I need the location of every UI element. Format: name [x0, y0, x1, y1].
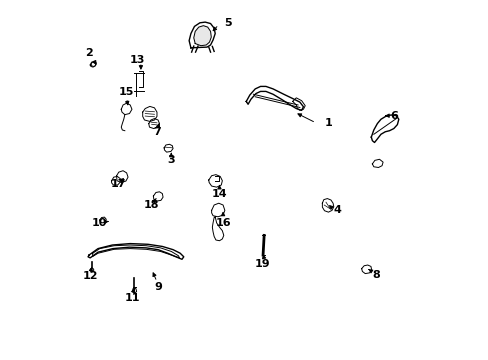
Text: 12: 12 — [82, 271, 98, 282]
Text: 13: 13 — [129, 55, 145, 65]
Text: 19: 19 — [254, 259, 270, 269]
Polygon shape — [116, 171, 128, 183]
Text: 2: 2 — [85, 48, 93, 58]
Polygon shape — [164, 144, 173, 152]
Text: 9: 9 — [155, 282, 163, 292]
Polygon shape — [121, 103, 132, 114]
Text: 5: 5 — [224, 18, 232, 28]
Polygon shape — [88, 244, 183, 259]
Polygon shape — [193, 26, 211, 46]
Polygon shape — [148, 118, 159, 129]
Polygon shape — [361, 265, 371, 274]
Text: 3: 3 — [167, 156, 175, 165]
Text: 15: 15 — [118, 87, 133, 98]
Circle shape — [90, 268, 94, 272]
Text: 10: 10 — [92, 218, 107, 228]
Polygon shape — [246, 86, 303, 111]
Polygon shape — [111, 176, 120, 185]
Circle shape — [91, 62, 95, 66]
Text: 11: 11 — [124, 293, 140, 303]
Polygon shape — [372, 159, 382, 167]
Polygon shape — [153, 192, 163, 201]
Polygon shape — [292, 98, 305, 111]
Text: 7: 7 — [153, 127, 161, 137]
Polygon shape — [132, 289, 136, 294]
Polygon shape — [208, 175, 222, 187]
Text: 1: 1 — [324, 118, 332, 128]
Text: 4: 4 — [333, 205, 341, 215]
Text: 8: 8 — [372, 270, 380, 280]
Polygon shape — [90, 62, 96, 67]
Polygon shape — [212, 217, 224, 241]
Text: 14: 14 — [211, 189, 227, 199]
Text: 18: 18 — [143, 200, 159, 210]
Text: 17: 17 — [111, 179, 126, 189]
Text: 16: 16 — [215, 218, 230, 228]
Polygon shape — [189, 22, 215, 48]
Text: 6: 6 — [390, 111, 398, 121]
Polygon shape — [370, 115, 398, 143]
Polygon shape — [211, 203, 224, 217]
Polygon shape — [142, 107, 157, 121]
Polygon shape — [322, 199, 333, 212]
